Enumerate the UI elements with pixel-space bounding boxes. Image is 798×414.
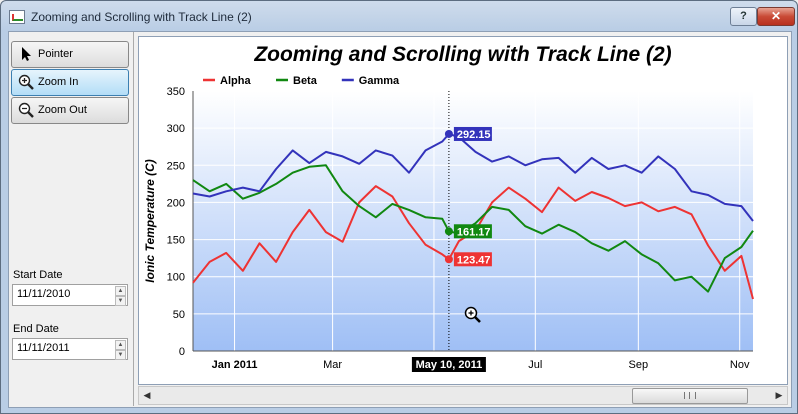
zoom-out-label: Zoom Out: [38, 104, 87, 116]
start-date-field[interactable]: 11/11/2010 ▲ ▼: [12, 284, 128, 306]
zoom-out-icon: [18, 102, 34, 118]
title-bar[interactable]: Zooming and Scrolling with Track Line (2…: [1, 1, 797, 31]
legend-label-gamma: Gamma: [359, 75, 400, 87]
y-tick-label: 150: [167, 235, 185, 247]
left-panel: Pointer Zoom In Zoom Out Star: [9, 32, 134, 406]
zoom-out-button[interactable]: Zoom Out: [11, 97, 129, 124]
chart-panel[interactable]: Zooming and Scrolling with Track Line (2…: [138, 36, 788, 385]
scroll-right-icon[interactable]: ▶: [775, 390, 783, 400]
x-tick-label: Sep: [629, 359, 649, 371]
chart[interactable]: Zooming and Scrolling with Track Line (2…: [139, 37, 787, 384]
spin-up-icon[interactable]: ▲: [115, 340, 126, 350]
y-tick-label: 250: [167, 160, 185, 172]
end-date-value: 11/11/2011: [17, 342, 70, 354]
end-date-label: End Date: [13, 323, 59, 335]
chart-app-icon: [9, 10, 25, 24]
y-tick-label: 100: [167, 272, 185, 284]
scrollbar-thumb[interactable]: [632, 388, 748, 404]
spin-up-icon[interactable]: ▲: [115, 286, 126, 296]
y-tick-label: 50: [173, 309, 185, 321]
pointer-icon: [22, 47, 31, 61]
track-value-beta: 161.17: [457, 226, 491, 238]
zoom-cursor-icon: [464, 306, 481, 323]
track-dot-gamma: [444, 129, 453, 138]
window-title: Zooming and Scrolling with Track Line (2…: [31, 10, 252, 24]
chart-legend: Alpha Beta Gamma: [203, 75, 400, 87]
start-date-value: 11/11/2010: [17, 288, 71, 300]
track-value-bg-beta: [453, 224, 492, 239]
end-date-spinner[interactable]: ▲ ▼: [115, 340, 126, 360]
series-line-gamma: [192, 133, 754, 222]
scroll-left-icon[interactable]: ◀: [143, 390, 151, 400]
y-tick-label: 300: [167, 123, 185, 135]
end-date-field[interactable]: 11/11/2011 ▲ ▼: [12, 338, 128, 360]
legend-label-beta: Beta: [293, 75, 318, 87]
spin-down-icon[interactable]: ▼: [115, 296, 126, 306]
track-value-bg-gamma: [453, 126, 492, 141]
track-line: 123.47 161.17 292.15 May 10, 2011: [411, 91, 492, 372]
y-tick-label: 0: [179, 346, 185, 358]
x-tick-label: Nov: [730, 359, 750, 371]
zoom-in-icon: [18, 74, 34, 90]
client-area: Pointer Zoom In Zoom Out Star: [8, 31, 792, 408]
zoom-in-button[interactable]: Zoom In: [11, 69, 129, 96]
start-date-label: Start Date: [13, 269, 63, 281]
grip-icon: [684, 392, 696, 399]
pointer-label: Pointer: [38, 48, 73, 60]
spin-down-icon[interactable]: ▼: [115, 350, 126, 360]
track-value-bg-alpha: [453, 252, 492, 267]
y-tick-label: 350: [167, 86, 185, 98]
track-date-label: May 10, 2011: [416, 359, 483, 371]
chart-title: Zooming and Scrolling with Track Line (2…: [253, 43, 671, 66]
zoom-in-label: Zoom In: [38, 76, 79, 88]
track-dot-beta: [444, 227, 453, 236]
start-date-spinner[interactable]: ▲ ▼: [115, 286, 126, 306]
y-axis-label: Ionic Temperature (C): [143, 159, 157, 283]
close-button[interactable]: ✕: [757, 7, 795, 26]
pointer-button[interactable]: Pointer: [11, 41, 129, 68]
track-date-bg: [411, 357, 486, 372]
x-tick-label: Mar: [323, 359, 342, 371]
legend-label-alpha: Alpha: [220, 75, 251, 87]
track-dot-alpha: [444, 255, 453, 264]
x-tick-label: Jul: [528, 359, 542, 371]
track-value-gamma: 292.15: [457, 129, 491, 141]
horizontal-scrollbar[interactable]: ◀ ▶: [138, 386, 788, 405]
y-tick-label: 200: [167, 197, 185, 209]
x-tick-label: Jan 2011: [212, 359, 258, 371]
help-button[interactable]: ?: [730, 7, 757, 26]
track-value-alpha: 123.47: [457, 254, 491, 266]
